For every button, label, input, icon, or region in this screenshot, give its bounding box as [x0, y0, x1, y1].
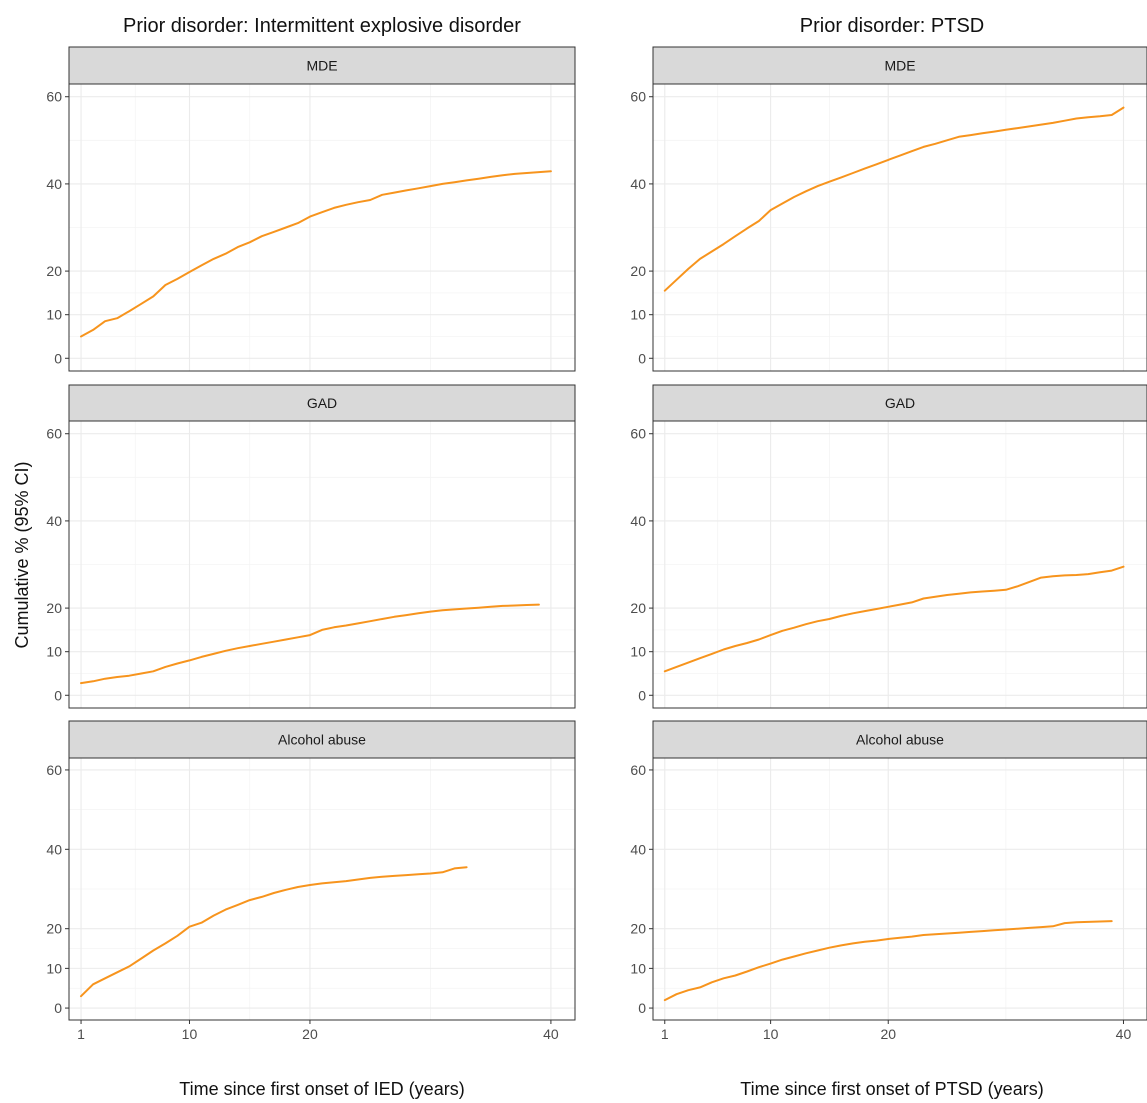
- cumulative-line: [80, 866, 468, 998]
- y-axis-title: Cumulative % (95% CI): [12, 461, 32, 648]
- panel-border: [68, 757, 576, 1021]
- x-tick-label: 1: [77, 1026, 85, 1042]
- y-tick-label: 60: [46, 426, 62, 442]
- y-tick-label: 20: [630, 921, 646, 937]
- y-tick-label: 40: [46, 841, 62, 857]
- x-tick-label: 20: [302, 1026, 318, 1042]
- y-tick-label: 40: [46, 513, 62, 529]
- facet-panel: MDE 0 10 20 40 60: [630, 46, 1147, 372]
- facet-panel: GAD 0 10 20 40 60: [630, 384, 1147, 709]
- x-tick-label: 1: [661, 1026, 669, 1042]
- y-tick-label: 10: [630, 307, 646, 323]
- y-tick-label: 0: [638, 1000, 646, 1016]
- y-tick-label: 60: [46, 89, 62, 105]
- facet-strip: [68, 46, 576, 85]
- y-tick-label: 20: [46, 600, 62, 616]
- facet-strip-label: GAD: [307, 395, 337, 411]
- panel-border: [652, 420, 1147, 709]
- y-tick-label: 0: [54, 1000, 62, 1016]
- y-tick-label: 0: [54, 687, 62, 703]
- facet-strip-label: MDE: [884, 58, 915, 74]
- y-tick-label: 0: [54, 350, 62, 366]
- column-title: Prior disorder: PTSD: [800, 15, 985, 37]
- panel-border: [652, 757, 1147, 1021]
- facet-strip-label: GAD: [885, 395, 915, 411]
- y-tick-label: 40: [46, 176, 62, 192]
- y-tick-label: 10: [46, 307, 62, 323]
- facet-panel: Alcohol abuse 0 10 20 40 60 1 10 20 40: [46, 720, 576, 1042]
- y-tick-label: 0: [638, 350, 646, 366]
- y-tick-label: 40: [630, 513, 646, 529]
- y-tick-label: 20: [630, 600, 646, 616]
- facet-strip-label: Alcohol abuse: [278, 732, 366, 748]
- facet-strip-label: MDE: [306, 58, 337, 74]
- facet-panel: Alcohol abuse 0 10 20 40 60 1 10 20 40: [630, 720, 1147, 1042]
- cumulative-line: [663, 106, 1125, 292]
- x-tick-label: 40: [1116, 1026, 1132, 1042]
- y-tick-label: 10: [46, 644, 62, 660]
- x-tick-label: 10: [182, 1026, 198, 1042]
- y-tick-label: 10: [630, 644, 646, 660]
- y-tick-label: 0: [638, 687, 646, 703]
- x-tick-label: 20: [880, 1026, 896, 1042]
- facet-column-2: Prior disorder: PTSDMDE010204060GAD01020…: [630, 15, 1147, 1099]
- facet-strip: [652, 384, 1147, 422]
- x-tick-label: 10: [763, 1026, 779, 1042]
- y-tick-label: 20: [630, 263, 646, 279]
- cumulative-line: [80, 170, 552, 338]
- x-axis-title: Time since first onset of IED (years): [179, 1079, 464, 1099]
- facet-panel: GAD 0 10 20 40 60: [46, 384, 576, 709]
- facet-strip: [68, 720, 576, 759]
- facet-strip-label: Alcohol abuse: [856, 732, 944, 748]
- y-tick-label: 60: [46, 762, 62, 778]
- y-tick-label: 10: [630, 960, 646, 976]
- y-tick-label: 10: [46, 960, 62, 976]
- facet-column-1: Prior disorder: Intermittent explosive d…: [46, 15, 576, 1099]
- y-tick-label: 20: [46, 921, 62, 937]
- x-tick-label: 40: [543, 1026, 559, 1042]
- cumulative-line: [663, 565, 1125, 673]
- column-title: Prior disorder: Intermittent explosive d…: [123, 15, 521, 37]
- y-tick-label: 60: [630, 762, 646, 778]
- facet-strip: [68, 384, 576, 422]
- y-tick-label: 20: [46, 263, 62, 279]
- y-tick-label: 40: [630, 841, 646, 857]
- cumulative-line: [80, 603, 540, 685]
- panel-border: [68, 83, 576, 372]
- y-tick-label: 40: [630, 176, 646, 192]
- panel-border: [652, 83, 1147, 372]
- facet-panel: MDE 0 10 20 40 60: [46, 46, 576, 372]
- cumulative-line: [663, 920, 1113, 1002]
- x-axis-title: Time since first onset of PTSD (years): [740, 1079, 1043, 1099]
- panel-border: [68, 420, 576, 709]
- y-tick-label: 60: [630, 89, 646, 105]
- y-tick-label: 60: [630, 426, 646, 442]
